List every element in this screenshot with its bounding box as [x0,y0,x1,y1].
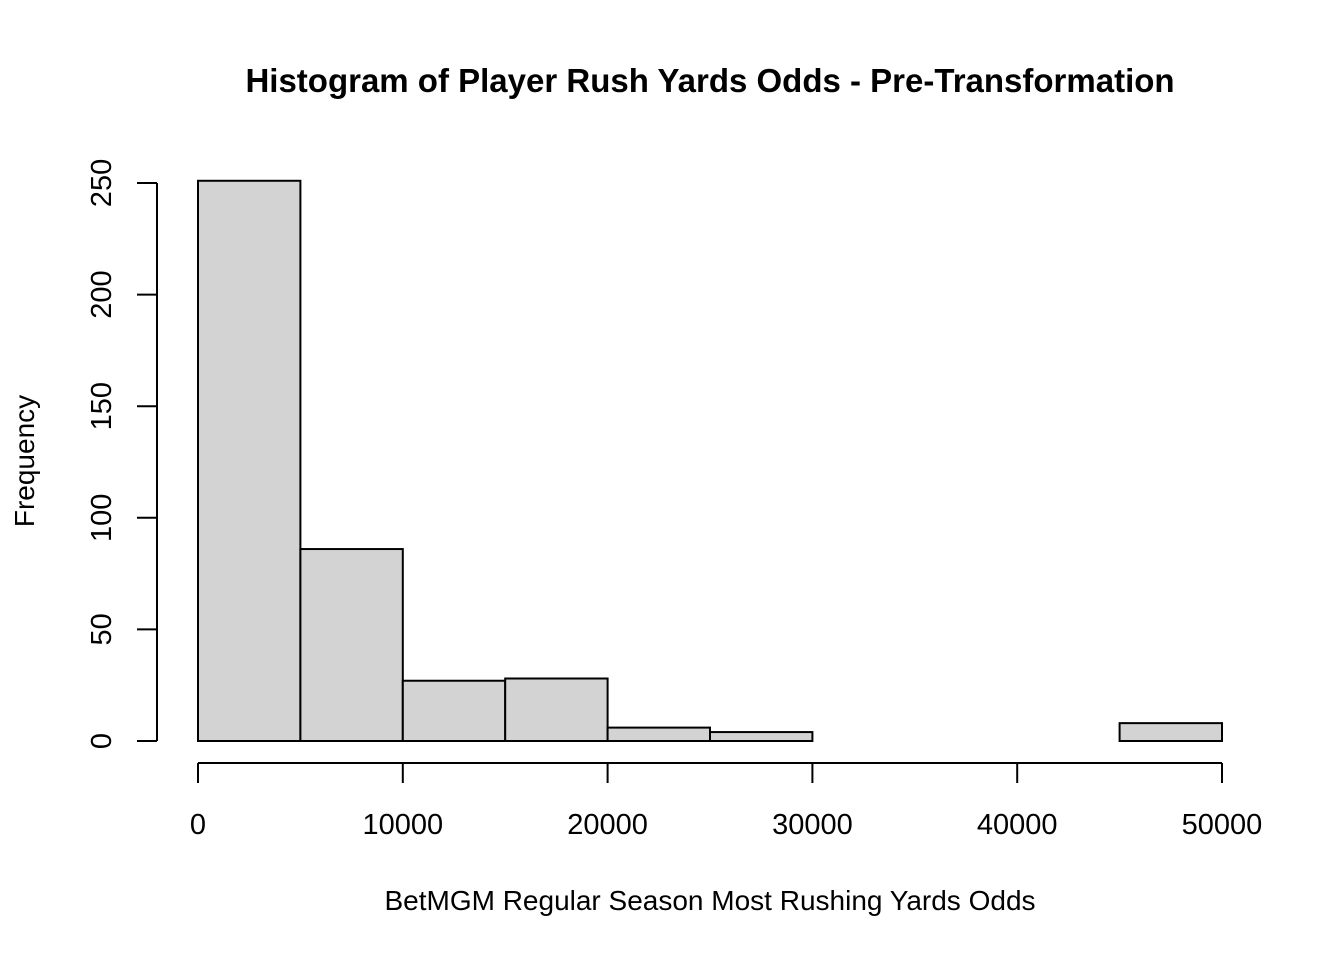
x-axis-label: BetMGM Regular Season Most Rushing Yards… [384,885,1035,916]
chart-title: Histogram of Player Rush Yards Odds - Pr… [245,62,1174,99]
histogram-bar-1 [197,179,302,742]
x-tick-label: 30000 [772,809,853,841]
x-axis: 0 10000 20000 30000 40000 50000 [190,762,1263,841]
x-tick-label: 40000 [977,809,1058,841]
histogram-bar-10 [1118,722,1223,742]
y-tick-label: 250 [86,159,118,207]
y-tick-label: 200 [86,270,118,318]
histogram-bar-6 [709,731,814,743]
y-tick-label: 50 [86,613,118,645]
x-tick-label: 20000 [567,809,648,841]
histogram-bars [197,179,1223,743]
y-axis-label: Frequency [9,395,40,527]
y-tick-label: 100 [86,494,118,542]
y-tick-label: 0 [86,733,118,749]
y-axis: 0 50 100 150 200 250 [86,159,158,749]
histogram-bar-4 [504,677,609,743]
histogram-bar-3 [401,679,507,743]
histogram-bar-2 [299,548,404,742]
histogram-bar-5 [606,726,711,742]
x-tick-label: 50000 [1182,809,1263,841]
x-tick-label: 0 [190,809,206,841]
y-tick-label: 150 [86,382,118,430]
x-tick-label: 10000 [362,809,443,841]
